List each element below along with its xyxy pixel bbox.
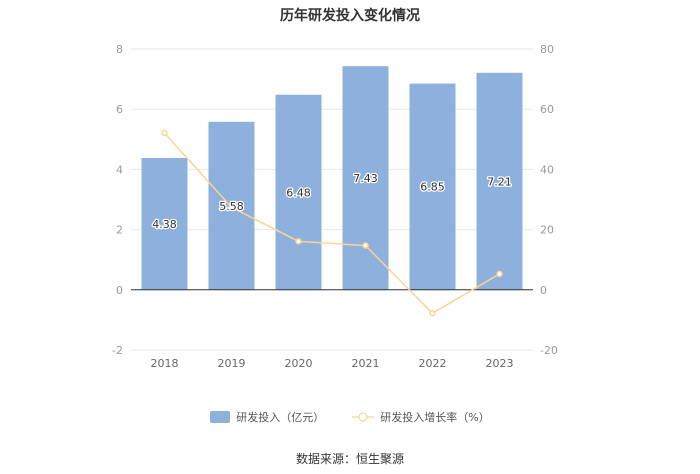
growth-rate-point bbox=[362, 242, 369, 249]
growth-rate-point bbox=[295, 238, 302, 245]
bar bbox=[342, 66, 389, 290]
bar-value-label: 5.58 bbox=[219, 200, 244, 213]
legend-label-rd-investment: 研发投入（亿元） bbox=[236, 411, 325, 424]
x-tick-label: 2019 bbox=[218, 357, 246, 370]
x-tick-label: 2018 bbox=[151, 357, 179, 370]
y-left-tick-label: -2 bbox=[112, 344, 123, 357]
growth-rate-point bbox=[496, 270, 503, 278]
x-tick-label: 2023 bbox=[486, 357, 514, 370]
y-right-tick-label: 80 bbox=[540, 43, 554, 56]
bar bbox=[476, 72, 523, 290]
bar-value-label: 7.43 bbox=[353, 172, 378, 185]
y-left-tick-label: 6 bbox=[116, 103, 123, 116]
bar-value-label: 6.85 bbox=[420, 181, 445, 194]
y-left-tick-label: 0 bbox=[116, 284, 123, 297]
bar-value-label: 6.48 bbox=[286, 186, 311, 199]
bar-value-label: 7.21 bbox=[487, 175, 512, 188]
growth-rate-point bbox=[429, 310, 436, 317]
y-left-tick-label: 2 bbox=[116, 224, 123, 237]
y-right-tick-label: 40 bbox=[540, 163, 554, 176]
y-right-tick-label: 20 bbox=[540, 224, 554, 237]
chart-title: 历年研发投入变化情况 bbox=[280, 8, 420, 24]
y-right-tick-label: -20 bbox=[540, 344, 558, 357]
y-left-tick-label: 4 bbox=[116, 163, 123, 176]
x-tick-label: 2022 bbox=[419, 357, 447, 370]
bar bbox=[141, 157, 188, 290]
growth-rate-line bbox=[163, 132, 500, 315]
legend-label-growth-rate: 研发投入增长率（%） bbox=[380, 411, 490, 424]
bar bbox=[409, 83, 456, 290]
growth-rate-point bbox=[161, 129, 168, 137]
x-tick-label: 2020 bbox=[285, 357, 313, 370]
legend-item-growth-rate[interactable]: 研发投入增长率（%） bbox=[352, 409, 490, 425]
chart-legend: 研发投入（亿元） 研发投入增长率（%） bbox=[0, 409, 700, 425]
legend-line-swatch bbox=[352, 412, 375, 422]
growth-rate-point bbox=[228, 204, 235, 211]
legend-item-rd-investment[interactable]: 研发投入（亿元） bbox=[210, 409, 324, 425]
y-right-tick-label: 0 bbox=[540, 284, 547, 297]
x-tick-label: 2021 bbox=[352, 357, 380, 370]
bar-value-label: 4.38 bbox=[152, 218, 177, 231]
y-left-tick-label: 8 bbox=[116, 43, 123, 56]
data-source-note: 数据来源：恒生聚源 bbox=[295, 452, 404, 466]
bar bbox=[275, 94, 322, 290]
y-right-tick-label: 60 bbox=[540, 103, 554, 116]
legend-bar-swatch bbox=[210, 411, 231, 423]
